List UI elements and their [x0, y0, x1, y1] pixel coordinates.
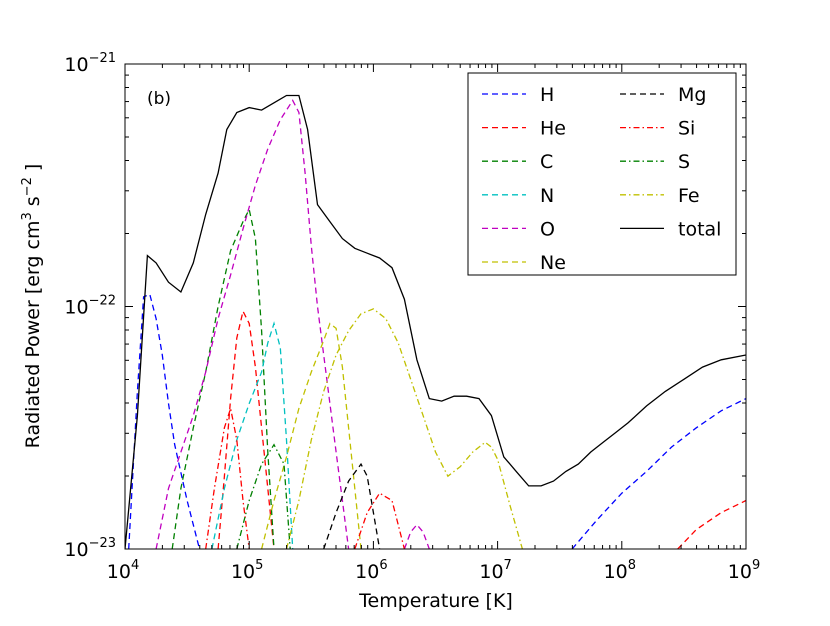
y-tick-label: 10−22 [64, 294, 116, 319]
series-line-h [128, 293, 201, 549]
series-line-mg [323, 462, 381, 549]
legend-label-he: He [540, 118, 566, 140]
y-label-suffix: ] [22, 164, 44, 177]
y-tick-label: 10−21 [64, 51, 116, 76]
legend-label-o: O [540, 218, 555, 240]
series-line-fe [285, 308, 524, 549]
x-tick-label: 109 [728, 558, 760, 583]
x-tick-label: 105 [231, 558, 263, 583]
tick-layer: 104 105 106 107 108 109 10−23 10−22 10−21 [64, 51, 760, 583]
series-line-n [211, 321, 294, 549]
series-line-c [171, 207, 275, 549]
series-line-ne [260, 322, 362, 549]
series-line-s [236, 443, 291, 549]
x-tick-label: 104 [107, 558, 139, 583]
x-tick-label: 108 [604, 558, 636, 583]
legend-label-si: Si [678, 118, 695, 140]
panel-label: (b) [147, 89, 171, 109]
y-axis-label: Radiated Power [erg cm3 s−2 ] [20, 164, 44, 449]
series-line-he [677, 499, 746, 549]
series-line-si [354, 492, 406, 549]
legend-label-ne: Ne [540, 252, 566, 274]
y-tick-label: 10−23 [64, 536, 116, 561]
legend-frame [467, 72, 737, 276]
y-label-mid: s [22, 196, 44, 212]
legend-label-fe: Fe [678, 185, 700, 207]
series-line-he [217, 309, 275, 549]
legend: H He CNO Ne Mg Si S Fe total [467, 72, 737, 276]
legend-label-n: N [540, 185, 554, 207]
legend-label-h: H [540, 84, 554, 106]
y-label-exp1: 3 [20, 212, 35, 220]
legend-label-s: S [678, 151, 690, 173]
series-line-o [155, 99, 350, 549]
x-axis-label: Temperature [K] [358, 590, 513, 612]
x-tick-label: 107 [479, 558, 511, 583]
y-label-prefix: Radiated Power [erg cm [22, 221, 44, 449]
series-line-h [571, 398, 746, 549]
y-label-exp2: −2 [20, 177, 35, 196]
series-layer [125, 94, 746, 549]
series-line-o [403, 523, 430, 549]
series-line-total [125, 94, 746, 549]
legend-entries: H He CNO Ne Mg Si S Fe total [482, 84, 721, 274]
x-tick-label: 106 [355, 558, 387, 583]
legend-label-mg: Mg [678, 84, 706, 106]
legend-label-total: total [678, 218, 721, 240]
legend-label-c: C [540, 151, 553, 173]
